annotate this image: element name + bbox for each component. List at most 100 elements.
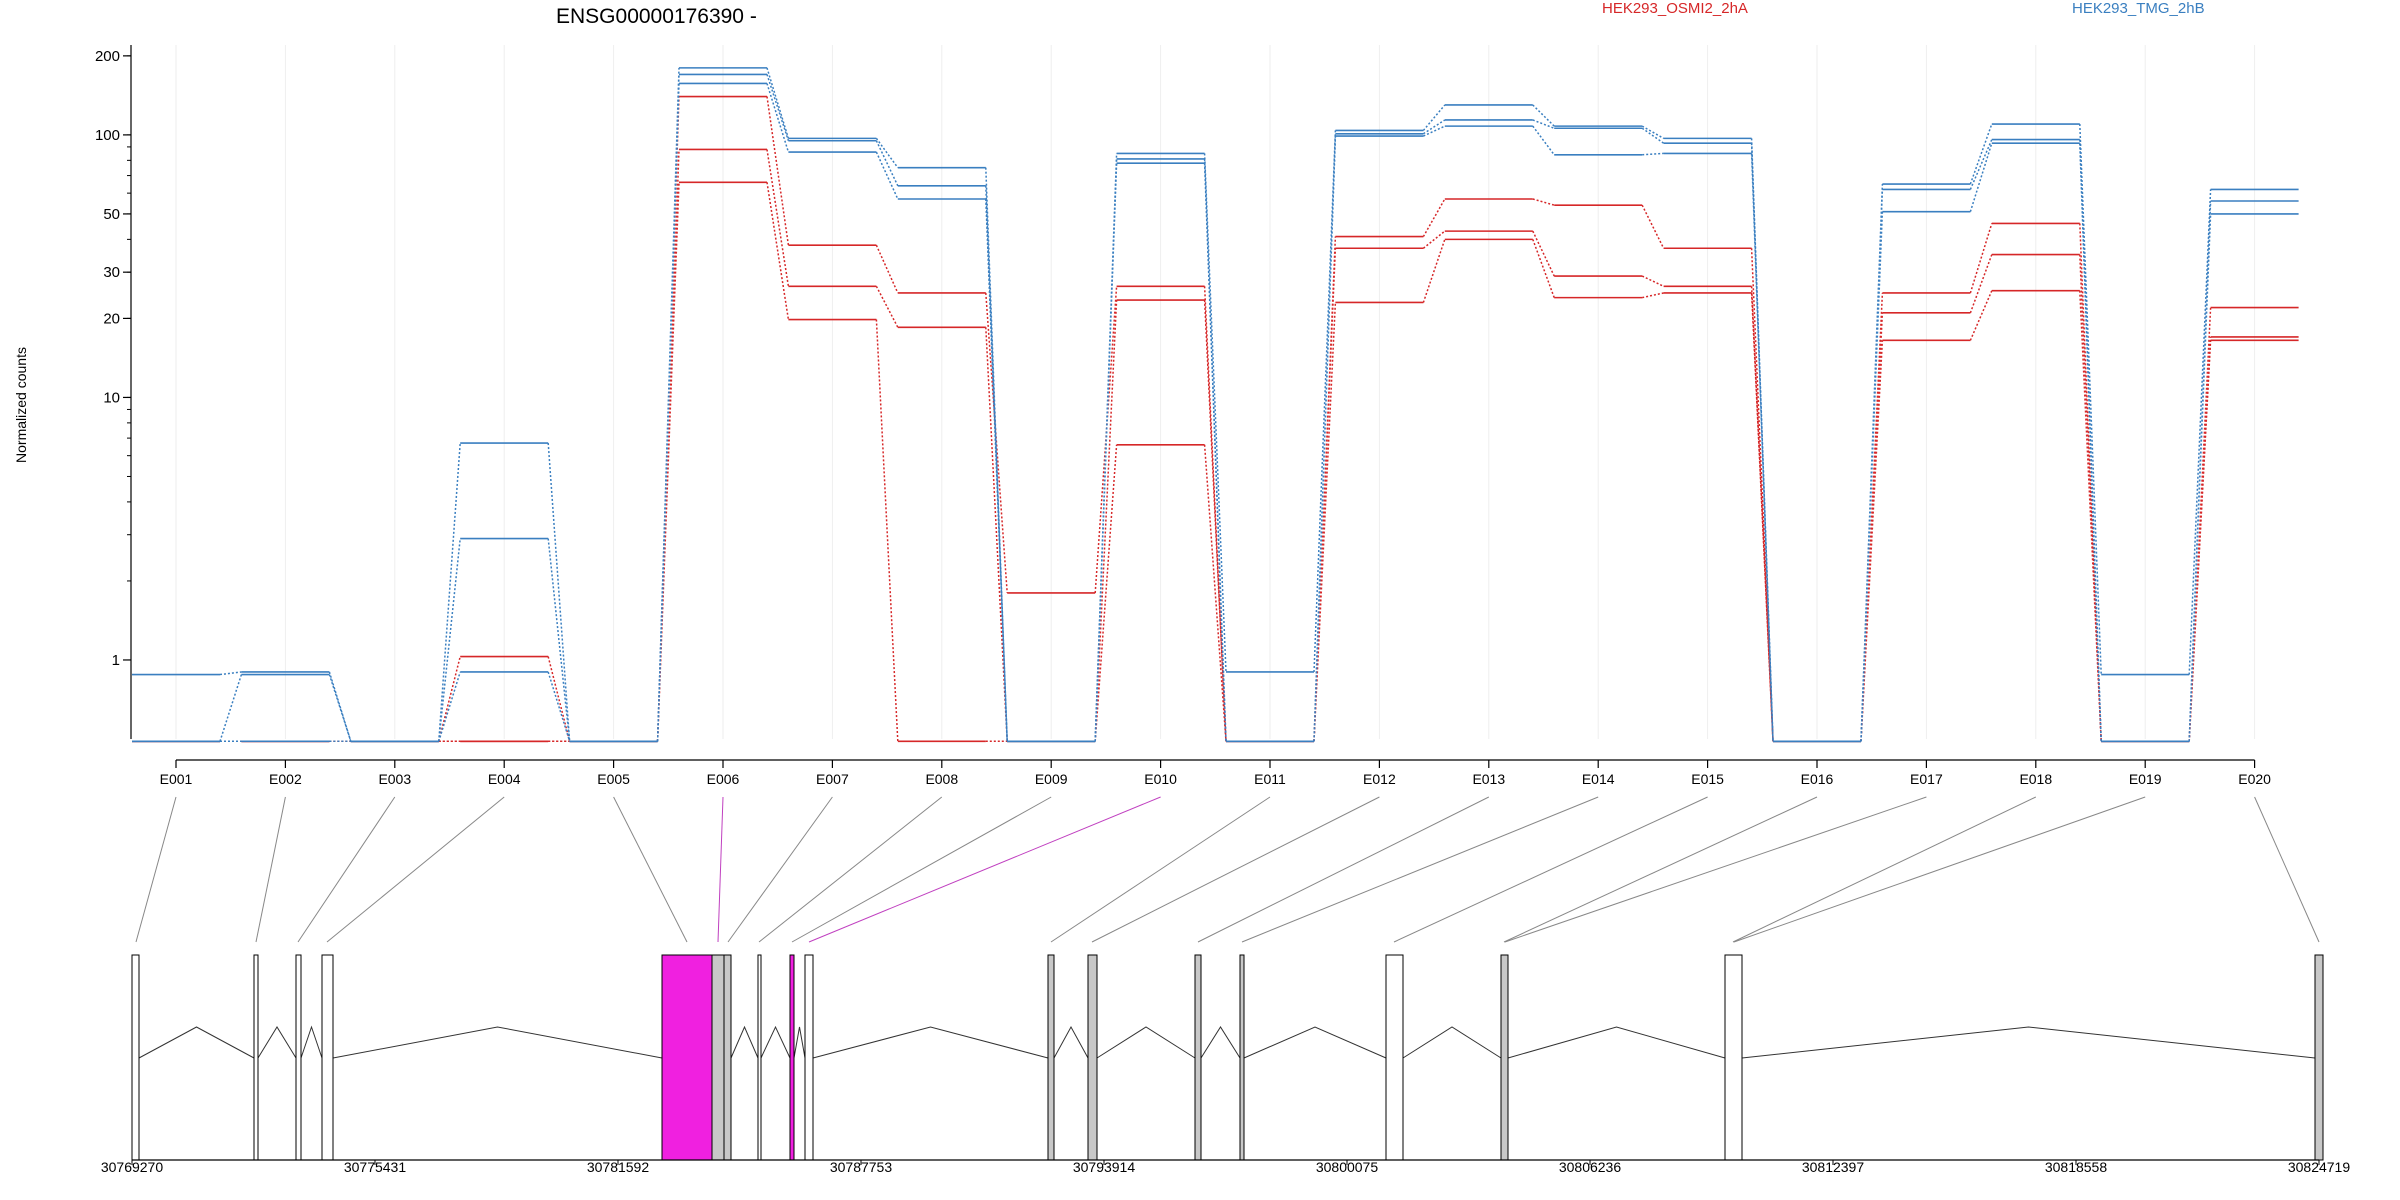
genomic-coordinate-axis: 30769270 30775431 30781592 30787753 30793914… bbox=[101, 1159, 2351, 1175]
series-1-connector bbox=[1860, 312, 1884, 742]
series-2-connector bbox=[2188, 340, 2212, 742]
connector-E004 bbox=[326, 796, 505, 943]
intron-7 bbox=[812, 1026, 1049, 1059]
y-tick-label-1: 1 bbox=[112, 652, 120, 669]
exon-box-11 bbox=[1087, 954, 1098, 1161]
connector-E020 bbox=[2254, 796, 2320, 943]
y-axis: 1 10 20 30 50 100 200 bbox=[95, 45, 132, 739]
intron-0 bbox=[138, 1026, 255, 1059]
x-tick-label-E007: E007 bbox=[816, 771, 849, 787]
y-tick-label-200: 200 bbox=[95, 48, 120, 65]
x-tick-label-E006: E006 bbox=[707, 771, 740, 787]
series-0-connector bbox=[438, 656, 461, 742]
gene-model-track bbox=[131, 954, 2324, 1161]
series-3-connector bbox=[2079, 124, 2102, 675]
connector-E003 bbox=[297, 796, 396, 943]
exon-box-10 bbox=[1047, 954, 1055, 1161]
series-3-connector bbox=[547, 443, 571, 742]
intron-13 bbox=[1507, 1026, 1726, 1059]
series-1-connector bbox=[1313, 248, 1337, 742]
series-1-connector bbox=[1094, 299, 1118, 742]
series-4-connector bbox=[875, 140, 899, 187]
series-4-connector bbox=[1641, 127, 1665, 144]
intron-9 bbox=[1096, 1026, 1196, 1059]
coordinate-label: 30775431 bbox=[344, 1159, 407, 1175]
vertical-gridlines bbox=[175, 45, 2256, 739]
series-0-connector bbox=[547, 656, 571, 742]
y-tick-label-10: 10 bbox=[103, 389, 120, 406]
x-tick-label-E002: E002 bbox=[269, 771, 302, 787]
exon-box-1 bbox=[253, 954, 259, 1161]
series-4-connector bbox=[547, 538, 571, 742]
series-2-connector bbox=[1860, 340, 1884, 742]
coordinate-label: 30818558 bbox=[2045, 1159, 2108, 1175]
series-3-connector bbox=[1422, 104, 1446, 131]
intron-14 bbox=[1741, 1026, 2316, 1059]
exon-box-14 bbox=[1385, 954, 1404, 1161]
exon-box-0 bbox=[131, 954, 140, 1161]
series-2-connector bbox=[1203, 444, 1227, 742]
exon-box-17 bbox=[2314, 954, 2324, 1161]
connector-E006 bbox=[717, 796, 724, 943]
series-5-connector bbox=[1203, 163, 1227, 742]
series-1-connector bbox=[985, 327, 1008, 742]
series-2-connector bbox=[766, 182, 790, 320]
connector-E005 bbox=[613, 796, 688, 943]
series-3-connector bbox=[219, 671, 242, 676]
connector-E002 bbox=[255, 796, 286, 943]
intron-12 bbox=[1402, 1026, 1502, 1059]
series-5-connector bbox=[656, 83, 680, 742]
series-2-connector bbox=[1313, 302, 1337, 742]
y-axis-label: Normalized counts bbox=[13, 347, 29, 463]
x-tick-label-E013: E013 bbox=[1472, 771, 1505, 787]
connector-E008 bbox=[758, 796, 943, 943]
series-5-connector bbox=[2188, 213, 2212, 742]
series-5-connector bbox=[1860, 211, 1884, 742]
series-5-connector bbox=[1313, 136, 1337, 742]
x-tick-label-E008: E008 bbox=[925, 771, 958, 787]
series-lines bbox=[132, 67, 2299, 743]
intron-10 bbox=[1200, 1026, 1241, 1059]
series-2-connector bbox=[656, 182, 680, 742]
intron-6 bbox=[793, 1026, 806, 1059]
exon-connector-lines bbox=[135, 796, 2320, 943]
connector-E017 bbox=[1504, 796, 1927, 943]
series-5-connector bbox=[1094, 163, 1118, 742]
series-0-connector bbox=[1422, 198, 1446, 237]
intron-8 bbox=[1053, 1025, 1089, 1059]
coordinate-label: 30812397 bbox=[1802, 1159, 1865, 1175]
series-1-connector bbox=[875, 285, 899, 328]
series-1-connector bbox=[766, 149, 790, 287]
series-0-connector bbox=[1532, 198, 1555, 206]
series-5-connector bbox=[2079, 143, 2102, 742]
coordinate-label: 30769270 bbox=[101, 1159, 164, 1175]
legend-entry-tmg: HEK293_TMG_2hB bbox=[2072, 0, 2205, 17]
exon-box-8 bbox=[789, 954, 795, 1161]
coordinate-label: 30793914 bbox=[1073, 1159, 1136, 1175]
intron-5 bbox=[760, 1025, 791, 1059]
x-tick-label-E005: E005 bbox=[597, 771, 630, 787]
intron-1 bbox=[257, 1026, 297, 1059]
coordinate-label: 30806236 bbox=[1559, 1159, 1622, 1175]
chart-title: ENSG00000176390 - bbox=[556, 5, 757, 28]
series-3-connector bbox=[2188, 189, 2212, 675]
series-0-connector bbox=[766, 96, 790, 246]
series-5-connector bbox=[985, 198, 1008, 742]
x-tick-label-E010: E010 bbox=[1144, 771, 1177, 787]
series-3-connector bbox=[1532, 104, 1555, 127]
series-1-connector bbox=[1641, 275, 1664, 287]
coordinate-label: 30824719 bbox=[2288, 1159, 2351, 1175]
intron-11 bbox=[1243, 1026, 1387, 1059]
series-4-connector bbox=[438, 538, 461, 742]
exon-box-9 bbox=[804, 954, 814, 1161]
x-tick-label-E017: E017 bbox=[1910, 771, 1943, 787]
exon-box-6 bbox=[723, 954, 732, 1161]
x-tick-label-E020: E020 bbox=[2238, 771, 2271, 787]
exon-box-5 bbox=[711, 954, 725, 1161]
series-5-connector bbox=[1532, 125, 1555, 156]
series-4-connector bbox=[1094, 158, 1118, 742]
series-1-connector bbox=[1532, 230, 1555, 277]
x-tick-label-E014: E014 bbox=[1582, 771, 1615, 787]
x-tick-label-E018: E018 bbox=[2019, 771, 2052, 787]
